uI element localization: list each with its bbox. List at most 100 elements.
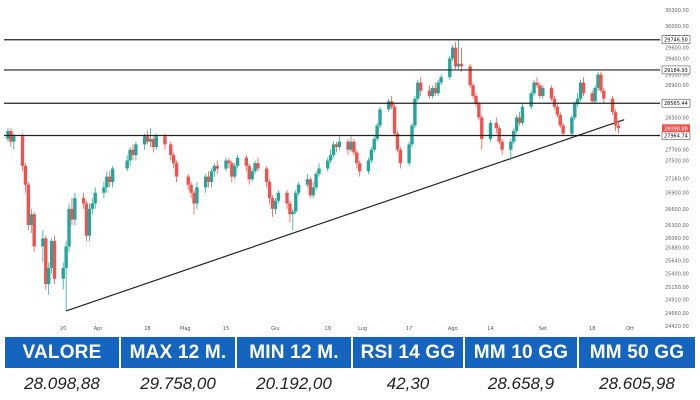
- candle-body: [375, 125, 379, 139]
- candle-body: [512, 130, 516, 142]
- candle-body: [346, 141, 350, 150]
- candle-body: [250, 171, 254, 180]
- candle-body: [44, 238, 48, 285]
- level-price-tag: [661, 65, 691, 75]
- candle-body: [192, 192, 196, 204]
- y-tick-label: 27500.00: [665, 158, 689, 164]
- candle-body: [613, 112, 618, 126]
- candle-body: [90, 203, 94, 209]
- candle-body: [102, 187, 106, 193]
- candle-body: [186, 176, 190, 185]
- candle-body: [110, 168, 115, 182]
- candle-body: [427, 90, 432, 96]
- candle-body: [73, 198, 77, 220]
- candle-body: [581, 82, 586, 94]
- y-tick-label: 26600.00: [665, 207, 689, 213]
- candle-body: [334, 144, 339, 148]
- candle-body: [273, 200, 278, 209]
- candle-body: [311, 187, 315, 196]
- candle-body: [407, 144, 411, 164]
- stats-table: VALORE MAX 12 M. MIN 12 M. RSI 14 GG MM …: [0, 337, 700, 400]
- level-price-label: 29184.93: [664, 68, 688, 74]
- candle-body: [514, 117, 519, 131]
- candle-body: [285, 192, 289, 204]
- candle-body: [372, 138, 376, 150]
- candle-body: [148, 138, 153, 142]
- candle-body: [264, 168, 269, 182]
- candle-body: [314, 173, 318, 188]
- candle-body: [395, 133, 400, 150]
- candle-body: [398, 149, 403, 164]
- x-tick-label: 20: [60, 326, 66, 332]
- candle-body: [169, 144, 173, 156]
- candle-body: [29, 214, 33, 225]
- stat-value-mm-50gg: 28.605,98: [579, 368, 695, 400]
- candle-body: [230, 163, 234, 177]
- x-tick-label: Giu: [271, 326, 279, 332]
- candle-body: [206, 176, 211, 182]
- candle-body: [471, 85, 475, 96]
- candle-body: [131, 149, 135, 156]
- candle-body: [145, 136, 150, 142]
- candle-body: [227, 160, 231, 164]
- candle-body: [532, 82, 536, 94]
- candle-body: [387, 101, 391, 110]
- stat-header-max-12m: MAX 12 M.: [121, 337, 235, 368]
- level-price-tag: [661, 98, 691, 108]
- last-price-label: 28098.88: [664, 126, 688, 132]
- stat-header-valore: VALORE: [5, 337, 119, 368]
- candle-body: [308, 179, 312, 196]
- candle-body: [195, 187, 199, 204]
- candle-body: [212, 165, 217, 172]
- candlestick-chart-svg: 24420.00 24660.00 24910.00 25150.00 25400.00…: [4, 8, 691, 332]
- candle-body: [26, 184, 31, 225]
- x-tick-label: 18: [144, 326, 150, 332]
- candle-body: [256, 163, 260, 169]
- y-tick-label: 24420.00: [665, 324, 689, 330]
- y-tick-label: 24660.00: [665, 311, 689, 317]
- candle-body: [105, 176, 109, 188]
- x-tick-label: Lug: [358, 326, 367, 332]
- y-tick-label: 24910.00: [665, 298, 689, 304]
- candle-body: [328, 155, 333, 161]
- candle-body: [46, 267, 51, 285]
- candle-body: [558, 114, 562, 126]
- candle-body: [477, 104, 481, 118]
- x-tick-label: Apr: [94, 326, 104, 332]
- candle-body: [12, 136, 16, 142]
- last-price-tag: [662, 124, 690, 133]
- x-tick-label: 15: [223, 326, 229, 332]
- price-chart: 24420.00 24660.00 24910.00 25150.00 25400.00…: [4, 8, 691, 332]
- candle-body: [357, 163, 362, 172]
- candle-body: [70, 208, 74, 220]
- candle-body: [174, 163, 179, 177]
- candle-body: [529, 93, 533, 107]
- stat-header-mm-50gg: MM 50 GG: [579, 337, 695, 368]
- level-price-label: 27964.74: [664, 134, 688, 140]
- candle-body: [305, 179, 310, 185]
- candle-body: [233, 165, 237, 177]
- candle-body: [224, 160, 228, 169]
- candle-body: [439, 77, 443, 83]
- stats-value-row: 28.098,88 29.758,00 20.192,00 42,30 28.6…: [0, 368, 700, 400]
- candle-body: [67, 208, 71, 247]
- y-tick-label: 28900.00: [665, 83, 689, 89]
- candle-body: [154, 136, 158, 148]
- candle-body: [433, 87, 437, 94]
- candle-body: [235, 157, 240, 166]
- y-tick-label: 30300.00: [665, 8, 689, 14]
- candle-body: [142, 136, 147, 145]
- candle-body: [125, 160, 129, 169]
- candle-body: [413, 98, 417, 126]
- x-tick-label: Ago: [448, 326, 458, 332]
- y-tick-label: 26060.00: [665, 236, 689, 242]
- candle-body: [430, 87, 435, 96]
- candle-body: [378, 109, 382, 126]
- candle-body: [247, 165, 251, 180]
- y-tick-label: 27160.00: [665, 177, 689, 183]
- candle-body: [203, 176, 208, 188]
- stats-header-row: VALORE MAX 12 M. MIN 12 M. RSI 14 GG MM …: [0, 337, 700, 368]
- candle-body: [520, 106, 525, 123]
- candle-body: [61, 267, 65, 279]
- candle-body: [352, 141, 356, 153]
